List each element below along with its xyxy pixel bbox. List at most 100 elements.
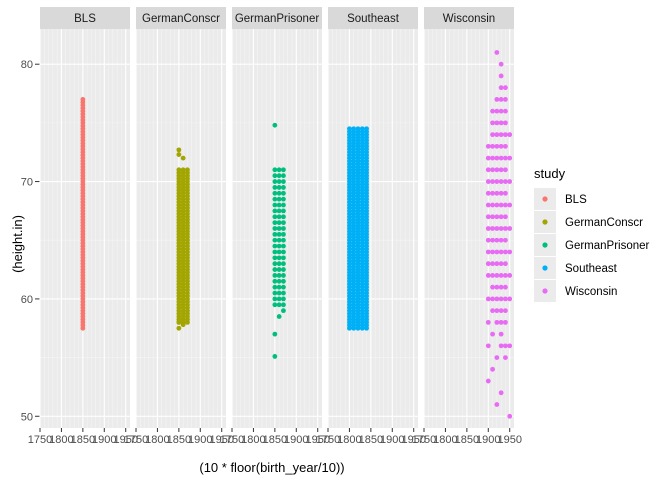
data-point [485,155,491,161]
data-point [494,167,500,173]
data-point [180,322,186,328]
facet-strip-label: Wisconsin [443,13,495,25]
data-point [490,296,495,302]
data-point [276,302,282,308]
data-point [485,319,491,325]
data-point [507,155,513,161]
x-tick-label: 1800 [145,434,169,446]
data-point [507,343,513,349]
data-point [494,237,500,243]
legend: BLS GermanConscr GermanPrisoner Southeast Wi… [534,188,650,302]
x-tick-label: 1900 [188,434,212,446]
facet-strip-label: BLS [74,13,96,25]
data-point [272,173,278,179]
facet-strip [328,7,418,29]
data-point [272,214,278,220]
data-point [503,143,508,149]
data-point [503,249,508,255]
data-point [276,185,282,190]
data-point [507,202,513,208]
data-point [272,167,278,173]
data-point [351,126,357,132]
legend-marker [542,265,548,271]
data-point [485,273,491,278]
data-point [272,290,278,296]
data-point [276,202,282,208]
data-point [498,61,504,67]
data-point [498,226,504,231]
facet-strip-label: GermanPrisoner [235,13,320,25]
x-tick-label: 1950 [401,434,425,446]
data-point [498,308,504,314]
data-point [176,167,182,173]
data-point [276,190,282,196]
data-point [498,143,504,149]
data-point [272,273,278,278]
data-point [281,202,286,208]
data-point [494,308,500,314]
data-point [281,196,286,202]
x-tick-label: 1850 [71,434,95,446]
data-point [281,179,286,184]
data-point [485,167,491,173]
data-point [503,237,508,243]
legend-label: GermanPrisoner [565,240,650,252]
data-point [494,355,500,360]
data-point [485,190,491,196]
data-point [503,273,508,278]
data-point [276,231,282,237]
data-point [347,126,352,132]
legend-marker [542,196,548,202]
data-point [281,190,286,196]
x-tick-label: 1750 [28,434,52,446]
data-point [281,302,286,308]
legend-item: GermanConscr [534,211,643,233]
data-point [490,143,495,149]
facet-strip [232,7,322,29]
data-point [507,273,513,278]
data-point [503,108,508,114]
data-point [494,132,500,138]
data-point [281,167,286,173]
data-point [503,284,508,290]
data-point [276,267,282,272]
data-point [281,226,286,231]
data-point [355,126,361,132]
data-point [281,237,286,243]
data-point [494,214,500,220]
series-points [485,50,513,419]
facet-strip [424,7,514,29]
x-tick-label: 1800 [433,434,457,446]
x-tick-label: 1800 [337,434,361,446]
x-tick-label: 1750 [412,434,436,446]
data-point [485,249,491,255]
data-point [494,249,500,255]
legend-item: Wisconsin [534,280,617,302]
x-tick-label: 1850 [167,434,191,446]
data-point [276,261,282,267]
data-point [494,261,500,267]
data-point [180,167,186,173]
data-point [176,325,182,331]
data-point [494,284,500,290]
data-point [490,226,495,231]
legend-label: BLS [565,194,587,206]
data-point [276,179,282,184]
data-point [503,319,508,325]
y-tick-label: 70 [21,177,33,189]
data-point [503,308,508,314]
legend-marker [542,242,548,248]
x-tick-label: 1850 [263,434,287,446]
data-point [485,226,491,231]
data-point [272,231,278,237]
x-tick-label: 1850 [359,434,383,446]
x-tick-label: 1950 [305,434,329,446]
data-point [498,331,504,337]
x-tick-label: 1800 [49,434,73,446]
y-tick-label: 60 [21,294,33,306]
data-point [281,231,286,237]
x-tick-label: 1800 [241,434,265,446]
